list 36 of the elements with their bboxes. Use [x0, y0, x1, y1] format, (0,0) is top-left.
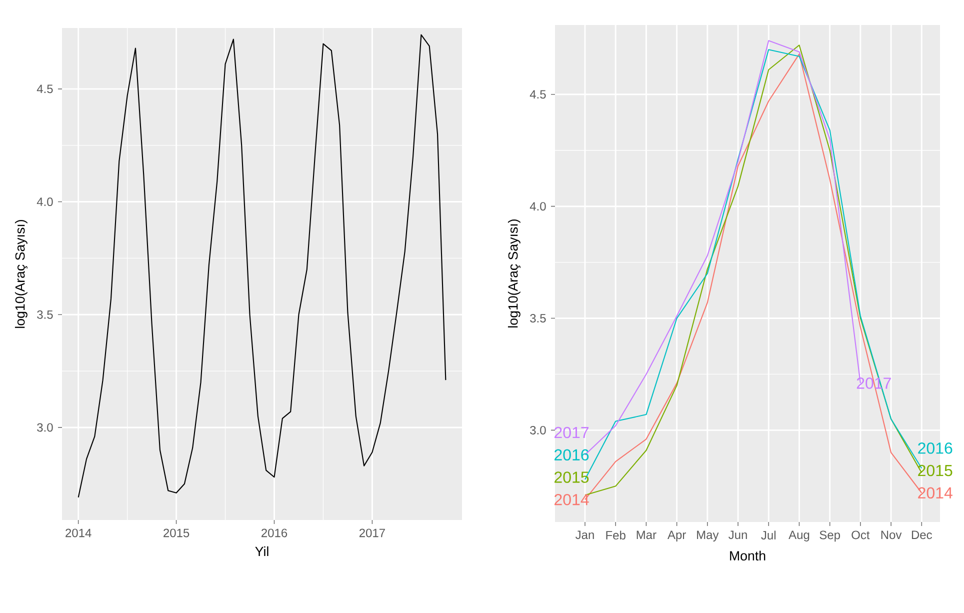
- y-tick-label: 4.0: [530, 202, 546, 211]
- text: 2016: [554, 449, 589, 461]
- y-tick-label: 4.5: [36, 84, 53, 94]
- y-tick-label: 3.0: [37, 423, 53, 432]
- text: 2014: [918, 487, 952, 499]
- x-tick-label: Aug: [788, 530, 810, 542]
- x-tick-label: Sep: [820, 530, 840, 542]
- series-label: 2016: [918, 442, 952, 454]
- x-axis-title: Yil: [255, 546, 268, 556]
- y-tick-label: 3.5: [37, 310, 53, 319]
- x-tick-label: Jun: [728, 530, 747, 540]
- x-axis-title: Month: [730, 550, 766, 561]
- line-series: [78, 34, 446, 498]
- x-tick-label: Apr: [667, 530, 686, 542]
- x-tick-label: 2017: [359, 528, 385, 538]
- x-tick-label: Mar: [636, 530, 656, 540]
- y-axis-title: log10(Araç Sayısı): [14, 220, 28, 328]
- text: 2017: [554, 426, 589, 438]
- x-tick-label: May: [697, 530, 719, 542]
- y-tick-label: 3.0: [530, 426, 546, 434]
- x-tick-label: Nov: [881, 530, 902, 540]
- x-tick-label: Dec: [912, 530, 932, 540]
- y-tick-label: 4.5: [530, 90, 546, 99]
- x-tick-label: Jan: [576, 530, 594, 540]
- series-label: 2015: [918, 464, 952, 476]
- x-tick-label: Oct: [852, 530, 870, 540]
- y-tick-label: 3.5: [530, 314, 546, 323]
- x-tick-label: 2015: [164, 528, 190, 538]
- x-tick-label: 2014: [66, 528, 92, 538]
- series-label: 2014: [554, 494, 589, 506]
- y-axis-title: log10(Araç Sayısı): [508, 220, 520, 328]
- y-tick-label: 4.0: [36, 198, 53, 206]
- x-tick-label: Jul: [761, 530, 776, 540]
- text: 2015: [554, 472, 589, 483]
- x-tick-label: 2016: [262, 528, 288, 538]
- x-tick-label: Feb: [606, 530, 626, 540]
